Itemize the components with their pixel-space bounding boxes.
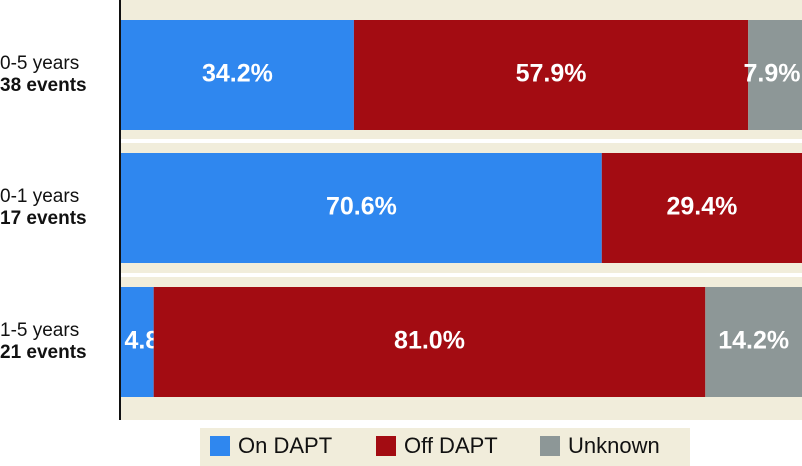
value-label: 29.4% <box>666 193 737 221</box>
value-label: 14.2% <box>718 327 789 355</box>
legend-label: On DAPT <box>238 433 332 458</box>
legend-label: Off DAPT <box>404 433 498 458</box>
category-note: 38 events <box>0 75 87 96</box>
bar-segment <box>601 153 802 263</box>
legend-swatch <box>540 436 560 456</box>
bar-segment <box>153 287 706 397</box>
category-label: 1-5 years <box>0 320 79 341</box>
legend-background <box>200 428 690 466</box>
category-label: 0-1 years <box>0 186 79 207</box>
category-label: 0-5 years <box>0 53 79 74</box>
bar-segment <box>121 20 354 130</box>
bar-segment <box>705 287 802 397</box>
bar-segment <box>121 287 154 397</box>
value-label: 70.6% <box>326 193 397 221</box>
value-label: 81.0% <box>394 327 465 355</box>
value-label: 57.9% <box>516 60 587 88</box>
bar-segment <box>121 153 602 263</box>
legend-swatch <box>210 436 230 456</box>
value-label: 7.9% <box>744 60 801 88</box>
bar-segment <box>748 20 802 130</box>
row-separator <box>121 139 802 143</box>
category-note: 17 events <box>0 208 87 229</box>
legend-swatch <box>376 436 396 456</box>
legend-label: Unknown <box>568 433 660 458</box>
bar-segment <box>353 20 749 130</box>
category-note: 21 events <box>0 342 87 363</box>
value-label: 34.2% <box>202 60 273 88</box>
row-separator <box>121 273 802 277</box>
